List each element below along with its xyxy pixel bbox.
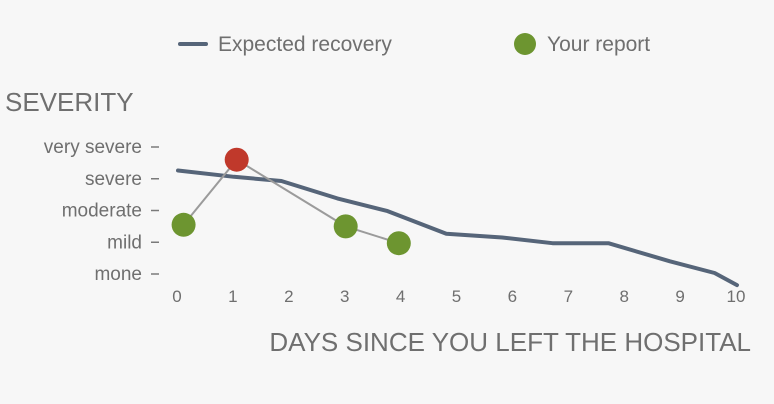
x-tick-label: 0 bbox=[172, 287, 181, 306]
x-axis-label: DAYS SINCE YOU LEFT THE HOSPITAL bbox=[269, 327, 751, 357]
y-tick-label: mild bbox=[107, 232, 142, 253]
x-tick-label: 5 bbox=[452, 287, 461, 306]
x-tick-label: 4 bbox=[396, 287, 405, 306]
x-tick-label: 8 bbox=[619, 287, 628, 306]
y-tick-label: mone bbox=[94, 264, 142, 285]
y-tick-label: very severe bbox=[44, 137, 142, 158]
x-tick-label: 2 bbox=[284, 287, 293, 306]
your-report-point bbox=[386, 231, 411, 256]
y-axis-ticks: mone mild moderate severe very severe bbox=[44, 137, 159, 285]
y-tick-label: moderate bbox=[62, 201, 142, 222]
your-report-connector bbox=[182, 158, 400, 245]
legend-label-expected-recovery: Expected recovery bbox=[218, 33, 392, 56]
y-tick-label: severe bbox=[85, 169, 142, 190]
your-report-point bbox=[333, 214, 358, 239]
legend-label-your-report: Your report bbox=[547, 33, 650, 56]
x-tick-label: 1 bbox=[228, 287, 237, 306]
x-tick-label: 9 bbox=[675, 287, 684, 306]
x-axis-ticks: 0 1 2 3 4 5 6 7 8 9 10 bbox=[172, 287, 745, 306]
expected-recovery-line bbox=[176, 168, 739, 288]
series-layer bbox=[171, 147, 739, 288]
x-tick-label: 3 bbox=[340, 287, 349, 306]
legend: Expected recovery Your report bbox=[178, 33, 650, 56]
x-tick-label: 7 bbox=[564, 287, 573, 306]
your-report-point bbox=[171, 212, 196, 237]
x-tick-label: 10 bbox=[727, 287, 746, 306]
x-tick-label: 6 bbox=[508, 287, 517, 306]
y-axis-label: SEVERITY bbox=[5, 87, 134, 117]
legend-dot-swatch bbox=[514, 33, 536, 55]
your-report-point bbox=[224, 147, 249, 172]
